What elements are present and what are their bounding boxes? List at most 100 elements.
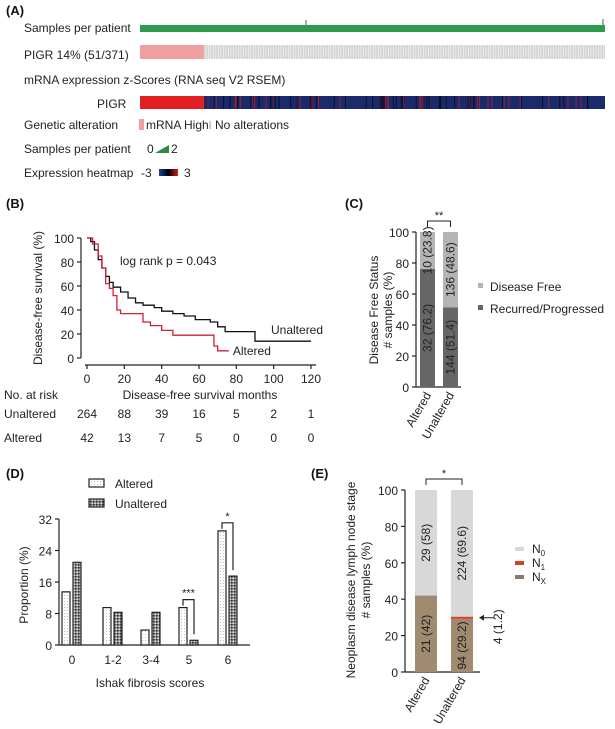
d-y-tick-label: 16 xyxy=(39,576,53,590)
heat-sample xyxy=(290,96,292,109)
e-bar-n0 xyxy=(415,490,437,596)
heat-sample xyxy=(278,96,280,109)
risk-value: 0 xyxy=(270,431,277,445)
samples-bar xyxy=(140,25,605,32)
d-legend-label: Unaltered xyxy=(115,497,167,511)
heat-sample xyxy=(548,96,550,109)
legend-samples-min: 0 xyxy=(147,142,154,156)
heat-sample xyxy=(468,96,470,109)
samples-row-label: Samples per patient xyxy=(24,21,131,35)
c-y-tick-label: 20 xyxy=(396,350,410,364)
d-significance-label: *** xyxy=(182,588,196,600)
panel-d-label: (D) xyxy=(6,466,24,481)
heat-sample xyxy=(207,96,209,109)
logrank-annotation: log rank p = 0.043 xyxy=(120,254,217,268)
b-y-tick-label: 20 xyxy=(61,328,75,342)
c-significance-bracket xyxy=(427,220,451,227)
d-ylabel: Proportion (%) xyxy=(17,546,31,623)
c-legend-label: Disease Free xyxy=(490,280,562,294)
e-bar-n0 xyxy=(451,490,473,617)
panel-e-label: (E) xyxy=(311,466,328,481)
d-y-tick-label: 8 xyxy=(45,608,52,622)
panel-b-label: (B) xyxy=(6,196,24,211)
d-bar-altered xyxy=(217,530,227,646)
heat-sample xyxy=(309,96,311,109)
heat-sample xyxy=(269,96,271,109)
heat-sample xyxy=(563,96,565,109)
d-bar-altered xyxy=(102,606,112,646)
heat-sample xyxy=(575,96,577,109)
c-y-tick-label: 100 xyxy=(389,226,409,240)
b-x-tick-label: 120 xyxy=(301,372,321,386)
heat-sample xyxy=(542,96,544,109)
d-legend-swatch xyxy=(88,498,105,508)
d-x-tick-label: 3-4 xyxy=(142,653,160,667)
gene-row-label: PIGR 14% (51/371) xyxy=(24,48,129,62)
risk-value: 0 xyxy=(308,431,315,445)
heat-sample xyxy=(316,96,318,109)
e-category-label: Unaltered xyxy=(430,675,468,727)
c-bar-disease-free xyxy=(420,232,435,269)
e-y-tick-label: 40 xyxy=(385,593,399,607)
heat-sample xyxy=(339,96,341,109)
e-bar-nx xyxy=(415,595,437,672)
heatmap-gene-label: PIGR xyxy=(97,97,127,111)
risk-row-label-altered: Altered xyxy=(4,431,42,445)
c-ylabel-1: Disease Free Status xyxy=(367,256,381,365)
km-curve-altered xyxy=(87,237,229,352)
heat-sample xyxy=(520,96,522,109)
b-x-tick-label: 80 xyxy=(230,372,244,386)
no-alteration-block xyxy=(203,45,606,59)
b-y-tick-label: 0 xyxy=(67,352,74,366)
e-bar-label: 94 (29.2) xyxy=(455,621,469,669)
legend-no-alterations: No alterations xyxy=(215,118,289,132)
e-n1-label: 4 (1.2) xyxy=(491,609,505,644)
d-bar-unaltered xyxy=(72,561,82,646)
no-alterations-swatch xyxy=(209,121,211,129)
heat-sample xyxy=(380,96,382,109)
risk-row-label-unaltered: Unaltered xyxy=(4,407,56,421)
risk-value: 5 xyxy=(196,431,203,445)
heat-sample xyxy=(318,96,320,109)
d-x-tick-label: 1-2 xyxy=(104,653,122,667)
e-legend-swatch xyxy=(515,547,524,551)
heat-sample xyxy=(445,96,447,109)
risk-value: 0 xyxy=(233,431,240,445)
risk-table-title: No. at risk xyxy=(4,388,59,402)
e-ylabel-1: Neoplasm disease lymph node stage xyxy=(344,481,358,678)
d-x-tick-label: 5 xyxy=(186,653,193,667)
d-x-tick-label: 6 xyxy=(225,653,232,667)
panel-a: (A) Samples per patient PIGR 14% (51/371… xyxy=(6,3,606,180)
d-significance-bracket xyxy=(221,522,234,571)
e-bar-label: 29 (58) xyxy=(419,524,433,562)
heat-sample xyxy=(423,96,425,109)
d-bar-altered xyxy=(178,606,188,646)
legend-heatmap-min: -3 xyxy=(141,166,152,180)
heat-sample xyxy=(487,96,489,109)
heat-sample xyxy=(479,96,481,109)
heat-sample xyxy=(428,96,430,109)
heat-sample xyxy=(271,96,273,109)
heat-sample xyxy=(258,96,260,109)
d-y-tick-label: 24 xyxy=(39,545,53,559)
heat-sample xyxy=(415,96,417,109)
expression-heatmap xyxy=(140,96,606,109)
heat-sample xyxy=(372,96,374,109)
heat-sample xyxy=(587,96,589,109)
d-legend-swatch xyxy=(88,478,105,488)
e-bar-label: 224 (69.6) xyxy=(455,526,469,581)
heat-sample xyxy=(229,96,231,109)
b-x-tick-label: 20 xyxy=(118,372,132,386)
heat-sample xyxy=(501,96,503,109)
heat-sample xyxy=(386,96,388,109)
c-legend-label: Recurred/Progressed xyxy=(490,302,604,316)
heat-sample xyxy=(403,96,405,109)
heat-sample xyxy=(477,96,479,109)
legend-heatmap-max: 3 xyxy=(184,166,191,180)
b-y-tick-label: 40 xyxy=(61,304,75,318)
km-label-unaltered: Unaltered xyxy=(271,323,323,337)
d-y-tick-label: 32 xyxy=(39,513,53,527)
risk-value: 42 xyxy=(80,431,94,445)
samples-track xyxy=(140,19,605,32)
